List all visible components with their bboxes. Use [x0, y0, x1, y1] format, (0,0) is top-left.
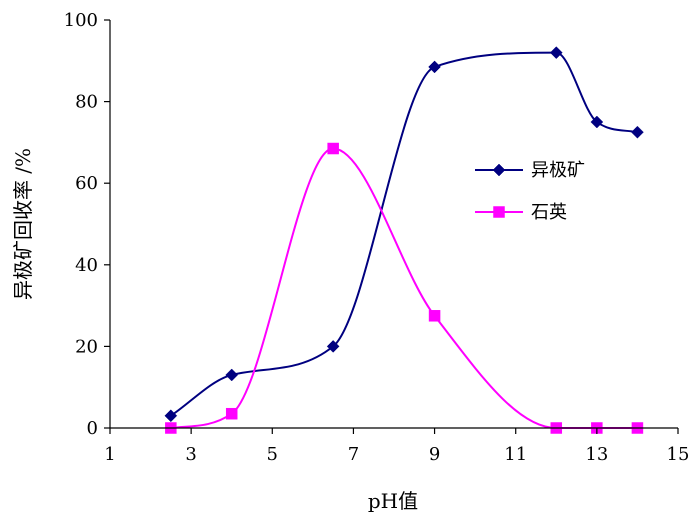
data-point [428, 310, 441, 322]
legend-label: 石英 [531, 202, 567, 223]
y-tick-label: 60 [75, 173, 98, 194]
y-tick-label: 80 [75, 92, 98, 113]
data-point [428, 60, 441, 74]
legend-marker [492, 163, 506, 177]
plot-area [110, 20, 678, 428]
data-point [590, 115, 604, 129]
data-point [326, 340, 340, 353]
data-point [164, 409, 178, 423]
y-axis-title: 异极矿回收率 /% [11, 148, 35, 300]
legend-label: 异极矿 [531, 160, 585, 181]
y-tick-label: 0 [87, 418, 98, 439]
x-tick-label: 1 [104, 444, 115, 465]
x-tick-label: 7 [348, 444, 359, 465]
axes-layer [104, 19, 679, 434]
series-1 [164, 46, 644, 423]
data-point [225, 407, 238, 420]
legend-item: 异极矿 [475, 160, 585, 181]
x-axis-title: pH值 [368, 489, 418, 513]
y-tick-label: 40 [75, 255, 98, 276]
plot-background [110, 20, 678, 428]
y-tick-label: 20 [75, 336, 98, 357]
x-tick-label: 9 [429, 444, 440, 465]
series-line [170, 51, 638, 417]
legend-marker [493, 206, 505, 218]
x-tick-label: 15 [667, 444, 690, 465]
x-tick-label: 5 [267, 444, 278, 465]
y-tick-label: 100 [64, 10, 98, 31]
x-tick-label: 3 [185, 444, 196, 465]
data-point [549, 46, 563, 59]
data-point [225, 368, 239, 382]
data-point [631, 125, 644, 139]
x-tick-label: 13 [585, 444, 608, 465]
x-tick-label: 11 [504, 444, 527, 465]
legend-item: 石英 [475, 202, 567, 223]
data-point [327, 142, 339, 155]
